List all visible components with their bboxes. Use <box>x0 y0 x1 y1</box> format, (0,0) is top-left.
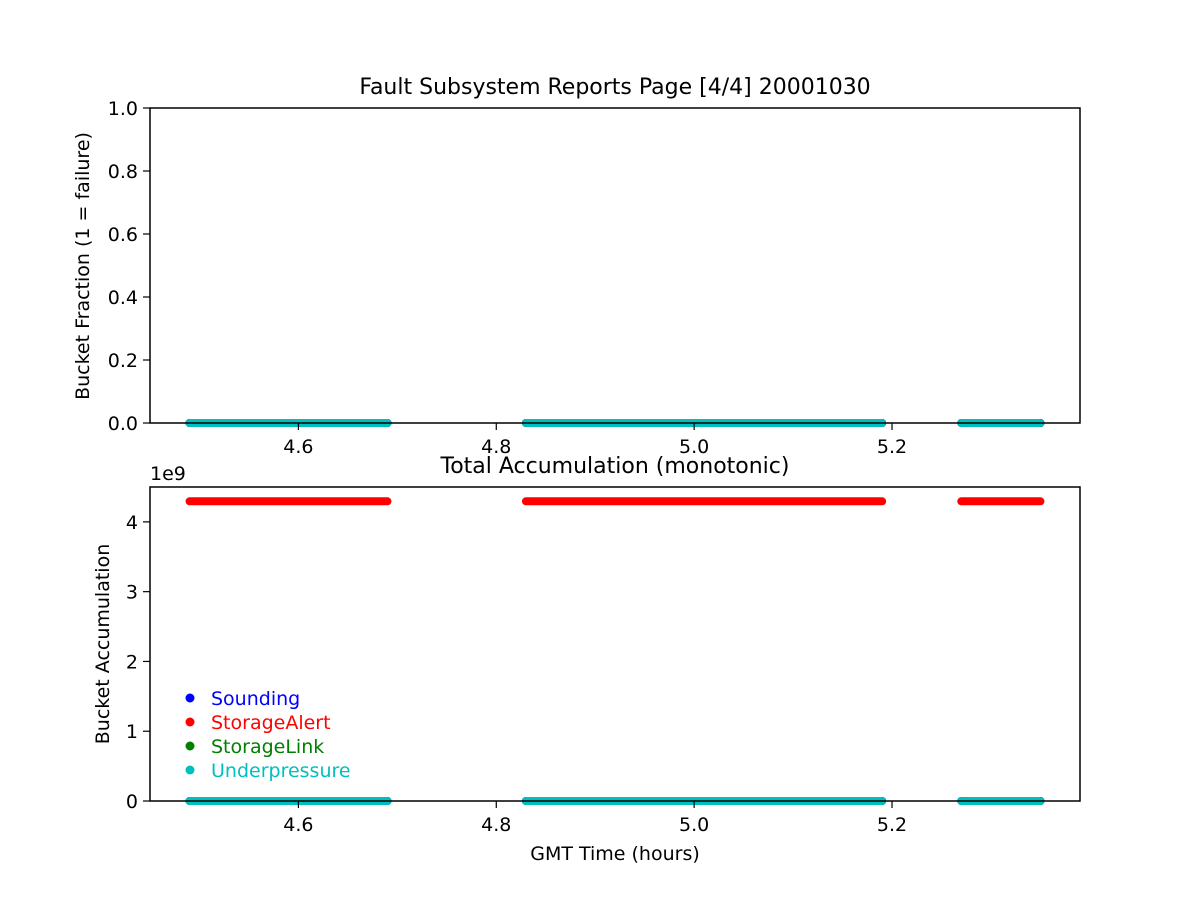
bottom-chart-offset-text: 1e9 <box>150 463 186 485</box>
bottom-chart-y-tick-label: 2 <box>126 651 138 673</box>
top-chart-y-tick-label: 0.4 <box>108 287 138 309</box>
bottom-chart-y-tick-label: 3 <box>126 582 138 604</box>
bottom-chart-ticks: 4.6 4.8 5.0 5.2 0 1 2 3 4 <box>126 512 907 836</box>
bottom-chart-y-tick-label: 1 <box>126 721 138 743</box>
top-chart-y-tick-label: 1.0 <box>108 98 138 120</box>
legend-label-sounding: Sounding <box>211 688 300 710</box>
bottom-chart-y-tick-label: 4 <box>126 512 138 534</box>
top-chart-x-tick-label: 4.6 <box>283 436 313 458</box>
top-chart-x-tick-label: 4.8 <box>481 436 511 458</box>
top-chart-y-tick-label: 0.0 <box>108 413 138 435</box>
top-chart-plot-frame <box>149 107 1081 424</box>
bottom-chart-legend: SoundingStorageAlertStorageLinkUnderpres… <box>185 688 351 782</box>
top-chart-ticks: 4.6 4.8 5.0 5.2 0.0 0.2 0.4 0.6 0.8 1.0 <box>108 98 907 458</box>
legend-label-storagelink: StorageLink <box>211 736 324 758</box>
bottom-chart-x-tick-label: 4.6 <box>283 814 313 836</box>
legend-label-storagealert: StorageAlert <box>211 712 331 734</box>
top-chart-y-tick-label: 0.8 <box>108 161 138 183</box>
legend-label-underpressure: Underpressure <box>211 760 351 782</box>
legend-marker-storagealert <box>185 717 195 727</box>
bottom-chart-title: Total Accumulation (monotonic) <box>440 454 790 479</box>
bottom-chart-panel: Total Accumulation (monotonic) 1e9 Bucke… <box>92 454 1081 865</box>
top-chart-title: Fault Subsystem Reports Page [4/4] 20001… <box>359 75 870 100</box>
top-chart-panel: Fault Subsystem Reports Page [4/4] 20001… <box>72 75 1081 458</box>
legend-marker-storagelink <box>185 741 195 751</box>
bottom-chart-x-tick-label: 5.0 <box>679 814 709 836</box>
legend-marker-underpressure <box>185 765 195 775</box>
top-chart-x-tick-label: 5.0 <box>679 436 709 458</box>
top-chart-y-tick-label: 0.2 <box>108 350 138 372</box>
top-chart-y-axis-label: Bucket Fraction (1 = failure) <box>72 132 94 400</box>
bottom-chart-x-axis-label: GMT Time (hours) <box>530 843 700 865</box>
bottom-chart-x-tick-label: 5.2 <box>877 814 907 836</box>
bottom-chart-y-axis-label: Bucket Accumulation <box>92 544 114 745</box>
top-chart-x-tick-label: 5.2 <box>877 436 907 458</box>
bottom-chart-x-tick-label: 4.8 <box>481 814 511 836</box>
bottom-chart-plot-frame <box>149 486 1081 802</box>
legend-marker-sounding <box>185 693 195 703</box>
top-chart-y-tick-label: 0.6 <box>108 224 138 246</box>
bottom-chart-y-tick-label: 0 <box>126 791 138 813</box>
